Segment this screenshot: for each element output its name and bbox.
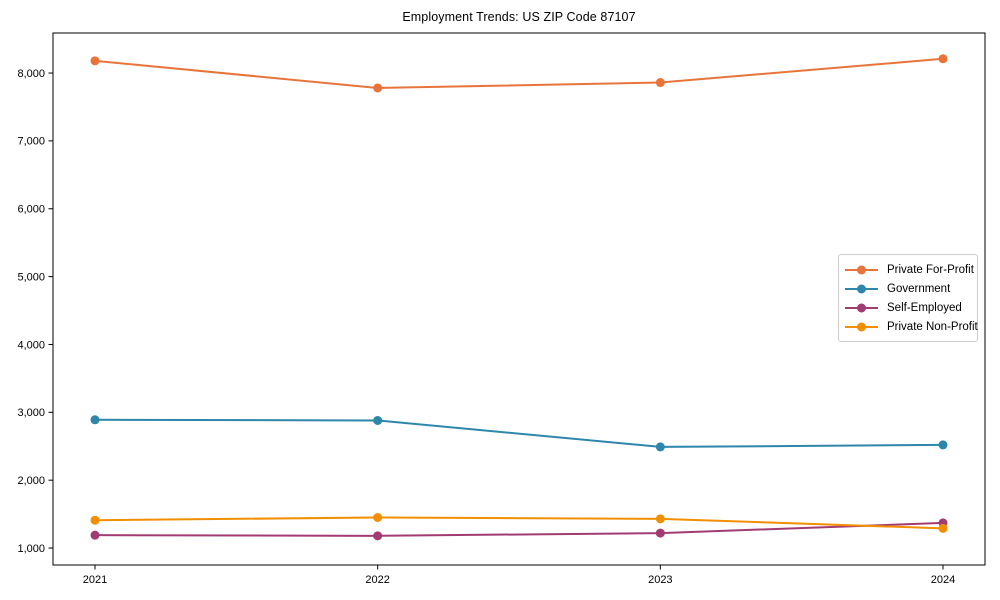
legend-item-private-non-profit: Private Non-Profit xyxy=(845,317,978,336)
legend-swatch-private-for-profit xyxy=(845,265,878,274)
legend-label-private-for-profit: Private For-Profit xyxy=(887,263,974,276)
y-tick-label: 4,000 xyxy=(17,339,45,351)
marker-self-employed-2022 xyxy=(373,531,383,541)
legend-swatch-self-employed xyxy=(845,303,878,312)
y-tick-label: 8,000 xyxy=(17,68,45,80)
y-tick-label: 5,000 xyxy=(17,271,45,283)
series-line-government xyxy=(94,418,944,448)
legend-item-government: Government xyxy=(845,279,971,298)
series-line-private-non-profit xyxy=(94,516,944,530)
legend-marker-sample xyxy=(857,265,866,274)
x-tick-label-2022: 2022 xyxy=(365,574,389,586)
marker-government-2022 xyxy=(373,415,383,425)
y-tick-label: 2,000 xyxy=(17,475,45,487)
marker-private-for-profit-2024 xyxy=(938,54,948,64)
chart-title: Employment Trends: US ZIP Code 87107 xyxy=(402,10,636,24)
legend-item-private-for-profit: Private For-Profit xyxy=(845,260,974,279)
marker-self-employed-2023 xyxy=(655,528,665,538)
marker-government-2023 xyxy=(655,442,665,452)
marker-private-non-profit-2024 xyxy=(938,523,948,533)
legend: Private For-Profit Government Self-Employe… xyxy=(838,254,978,342)
legend-item-self-employed: Self-Employed xyxy=(845,298,971,317)
legend-swatch-private-non-profit xyxy=(845,322,878,331)
plot-border xyxy=(52,32,986,566)
marker-self-employed-2021 xyxy=(90,530,100,540)
series-line-private-for-profit xyxy=(94,57,944,89)
marker-government-2021 xyxy=(90,415,100,425)
marker-private-for-profit-2022 xyxy=(373,83,383,93)
y-tick-label: 1,000 xyxy=(17,543,45,555)
marker-private-non-profit-2023 xyxy=(655,514,665,524)
marker-private-non-profit-2022 xyxy=(373,513,383,522)
marker-private-non-profit-2021 xyxy=(90,515,100,525)
marker-private-for-profit-2023 xyxy=(655,78,665,88)
legend-marker-sample xyxy=(857,284,866,293)
legend-marker-sample xyxy=(857,322,866,331)
marker-private-for-profit-2021 xyxy=(90,56,100,66)
legend-label-government: Government xyxy=(887,282,951,295)
series-line-self-employed xyxy=(94,521,944,537)
legend-label-self-employed: Self-Employed xyxy=(887,301,962,314)
y-tick-label: 7,000 xyxy=(17,136,45,148)
legend-marker-sample xyxy=(857,303,866,312)
legend-swatch-government xyxy=(845,284,878,293)
legend-label-private-non-profit: Private Non-Profit xyxy=(887,320,978,333)
y-tick-label: 6,000 xyxy=(17,204,45,216)
x-tick-label-2023: 2023 xyxy=(648,574,672,586)
x-tick-label-2024: 2024 xyxy=(931,574,955,586)
y-tick-label: 3,000 xyxy=(17,407,45,419)
marker-government-2024 xyxy=(938,440,948,450)
x-tick-label-2021: 2021 xyxy=(83,574,107,586)
